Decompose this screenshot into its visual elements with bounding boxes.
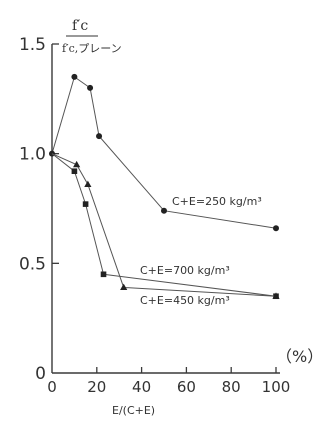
y-axis-label: f′c f′c,プレーン (62, 18, 122, 55)
series-group (49, 73, 280, 300)
series-line (51, 76, 277, 229)
data-point (272, 292, 280, 299)
data-point (73, 160, 81, 168)
x-tick-label: 100 (262, 378, 291, 396)
data-point (71, 73, 78, 80)
data-point (82, 201, 89, 207)
data-point (273, 225, 279, 232)
data-point (100, 271, 107, 278)
axis-ticks: 0 0.5 1.0 1.5 0 20 40 60 80 100 (19, 35, 290, 396)
data-point (71, 168, 78, 175)
y-tick-label: 0.5 (19, 254, 46, 274)
data-point (96, 133, 103, 140)
x-tick-label: 60 (177, 378, 196, 396)
series-label: C+E=700 kg/m³ (140, 264, 230, 277)
x-tick-label: 80 (222, 378, 241, 396)
series-label: C+E=450 kg/m³ (140, 294, 230, 307)
x-axis-label: E/(C+E) (112, 404, 155, 417)
y-tick-label: 0 (35, 364, 46, 384)
x-axis-unit: （%） (276, 347, 323, 366)
y-tick-label: 1.0 (19, 145, 46, 165)
x-tick-label: 0 (47, 378, 57, 396)
series-labels: C+E=250 kg/m³ C+E=700 kg/m³ C+E=450 kg/m³ (140, 195, 262, 307)
x-tick-label: 40 (132, 378, 151, 396)
y-label-denominator: f′c,プレーン (62, 42, 122, 55)
data-point (161, 207, 167, 214)
x-tick-label: 20 (87, 378, 106, 396)
series-label: C+E=250 kg/m³ (172, 195, 262, 208)
y-label-numerator: f′c (72, 18, 88, 34)
y-tick-label: 1.5 (19, 35, 46, 55)
data-point (84, 180, 92, 187)
data-point (120, 283, 128, 291)
data-point (87, 84, 94, 91)
